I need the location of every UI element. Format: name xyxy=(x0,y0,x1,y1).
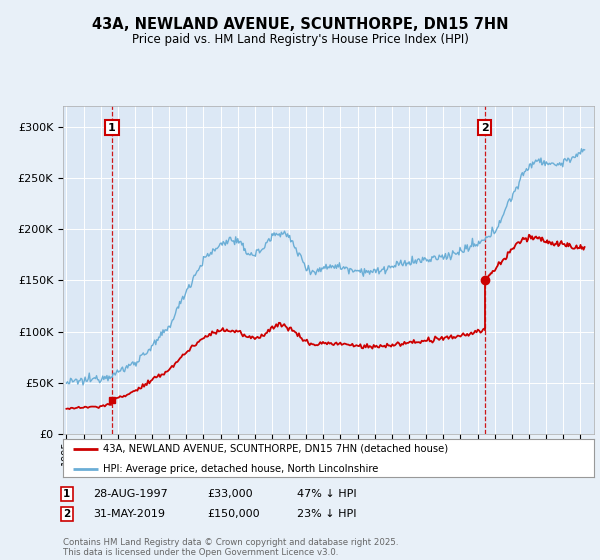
Text: £150,000: £150,000 xyxy=(207,509,260,519)
Text: HPI: Average price, detached house, North Lincolnshire: HPI: Average price, detached house, Nort… xyxy=(103,464,378,474)
Text: 1: 1 xyxy=(108,123,116,133)
Text: 43A, NEWLAND AVENUE, SCUNTHORPE, DN15 7HN (detached house): 43A, NEWLAND AVENUE, SCUNTHORPE, DN15 7H… xyxy=(103,444,448,454)
Text: 2: 2 xyxy=(63,509,70,519)
Text: Contains HM Land Registry data © Crown copyright and database right 2025.
This d: Contains HM Land Registry data © Crown c… xyxy=(63,538,398,557)
Text: 1: 1 xyxy=(63,489,70,499)
Text: 47% ↓ HPI: 47% ↓ HPI xyxy=(297,489,356,499)
Text: 31-MAY-2019: 31-MAY-2019 xyxy=(93,509,165,519)
Text: Price paid vs. HM Land Registry's House Price Index (HPI): Price paid vs. HM Land Registry's House … xyxy=(131,32,469,46)
Text: 2: 2 xyxy=(481,123,488,133)
Text: 28-AUG-1997: 28-AUG-1997 xyxy=(93,489,168,499)
Text: £33,000: £33,000 xyxy=(207,489,253,499)
Text: 43A, NEWLAND AVENUE, SCUNTHORPE, DN15 7HN: 43A, NEWLAND AVENUE, SCUNTHORPE, DN15 7H… xyxy=(92,17,508,31)
Text: 23% ↓ HPI: 23% ↓ HPI xyxy=(297,509,356,519)
